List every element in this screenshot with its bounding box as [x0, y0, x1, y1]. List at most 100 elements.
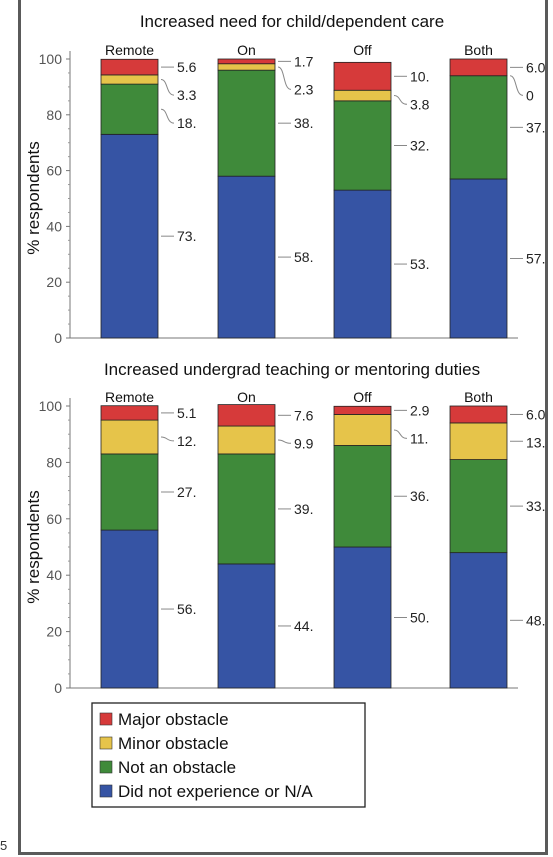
- bar-segment: [449, 405, 508, 424]
- y-tick-label: 60: [46, 511, 62, 527]
- category-label: Off: [353, 389, 372, 405]
- y-axis-label: % respondents: [24, 141, 43, 254]
- y-tick-label: 60: [46, 163, 62, 179]
- bar-segment: [449, 422, 508, 460]
- category-label: Both: [464, 42, 493, 58]
- data-label: 53.: [410, 256, 429, 272]
- bar-segment: [333, 61, 392, 91]
- figure-edge-mark: 5: [0, 838, 8, 853]
- data-label: 48.: [526, 612, 545, 628]
- data-label: 12.: [177, 433, 196, 449]
- bar-segment: [100, 529, 159, 689]
- data-label: 38.: [294, 115, 313, 131]
- data-label: 5.6: [177, 59, 197, 75]
- category-label: Remote: [105, 42, 154, 58]
- bar-segment: [449, 178, 508, 339]
- bar-segment: [100, 58, 159, 76]
- bar-segment: [100, 133, 159, 339]
- data-label: 32.: [410, 137, 429, 153]
- legend-swatch: [99, 712, 113, 726]
- data-label: 13.: [526, 434, 545, 450]
- bar-segment: [100, 74, 159, 85]
- data-label: 37.: [526, 119, 545, 135]
- legend-box: [91, 702, 366, 808]
- legend-label: Minor obstacle: [118, 734, 229, 753]
- data-label: 36.: [410, 488, 429, 504]
- y-tick-label: 80: [46, 454, 62, 470]
- data-label: 58.: [294, 249, 313, 265]
- y-tick-label: 100: [39, 398, 63, 414]
- bar-segment: [100, 405, 159, 421]
- data-label: 3.3: [177, 87, 197, 103]
- bar-segment: [217, 69, 276, 177]
- legend-label: Not an obstacle: [118, 758, 236, 777]
- bar-segment: [100, 419, 159, 455]
- y-tick-label: 100: [39, 51, 63, 67]
- bar-segment: [333, 405, 392, 415]
- y-tick-label: 80: [46, 107, 62, 123]
- data-label-leader: [277, 439, 292, 444]
- bar-segment: [217, 404, 276, 427]
- y-tick-label: 40: [46, 218, 62, 234]
- data-label: 50.: [410, 610, 429, 626]
- category-label: Remote: [105, 389, 154, 405]
- data-label-leader: [160, 108, 175, 124]
- bar-segment: [100, 83, 159, 135]
- category-label: Off: [353, 42, 372, 58]
- data-label: 11.: [410, 430, 428, 446]
- bar-segment: [217, 453, 276, 565]
- bar-segment: [333, 89, 392, 102]
- bar-segment: [333, 189, 392, 339]
- data-label: 44.: [294, 618, 313, 634]
- y-axis-label: % respondents: [24, 490, 43, 603]
- data-label: 18.: [177, 115, 196, 131]
- legend-label: Major obstacle: [118, 710, 229, 729]
- bar-segment: [449, 459, 508, 554]
- y-tick-label: 0: [54, 330, 62, 346]
- data-label: 2.9: [410, 402, 430, 418]
- data-label-leader: [393, 429, 408, 439]
- y-tick-label: 40: [46, 567, 62, 583]
- bar-segment: [333, 414, 392, 446]
- data-label: 10.: [410, 68, 429, 84]
- data-label: 5.1: [177, 405, 197, 421]
- bar-segment: [217, 63, 276, 71]
- data-label-leader: [160, 436, 175, 442]
- y-tick-label: 20: [46, 274, 62, 290]
- legend-swatch: [99, 784, 113, 798]
- data-label: 1.7: [294, 53, 314, 69]
- legend-label: Did not experience or N/A: [118, 782, 313, 801]
- bar-segment: [449, 75, 508, 180]
- data-label: 33.: [526, 498, 545, 514]
- chart-title: Increased undergrad teaching or mentorin…: [104, 360, 480, 379]
- bar-segment: [100, 453, 159, 531]
- bar-segment: [217, 58, 276, 65]
- category-label: On: [237, 389, 256, 405]
- data-label: 6.0: [526, 406, 546, 422]
- y-tick-label: 0: [54, 680, 62, 696]
- data-label: 9.9: [294, 435, 314, 451]
- bar-segment: [449, 58, 508, 77]
- bar-segment: [217, 175, 276, 339]
- data-label-leader: [277, 66, 292, 90]
- category-label: On: [237, 42, 256, 58]
- data-label: 56.: [177, 601, 196, 617]
- chart-title: Increased need for child/dependent care: [140, 12, 444, 31]
- bar-segment: [333, 100, 392, 191]
- y-tick-label: 20: [46, 624, 62, 640]
- bar-segment: [217, 425, 276, 455]
- bar-segment: [333, 546, 392, 689]
- legend-swatch: [99, 736, 113, 750]
- bar-segment: [217, 563, 276, 689]
- legend-swatch: [99, 760, 113, 774]
- data-label-leader: [393, 95, 408, 105]
- data-label-leader: [160, 79, 175, 96]
- data-label: 0: [526, 87, 534, 103]
- bar-segment: [333, 445, 392, 548]
- bar-segment: [449, 552, 508, 689]
- category-label: Both: [464, 389, 493, 405]
- data-label: 7.6: [294, 407, 314, 423]
- data-label-leader: [509, 75, 524, 96]
- data-label: 39.: [294, 501, 313, 517]
